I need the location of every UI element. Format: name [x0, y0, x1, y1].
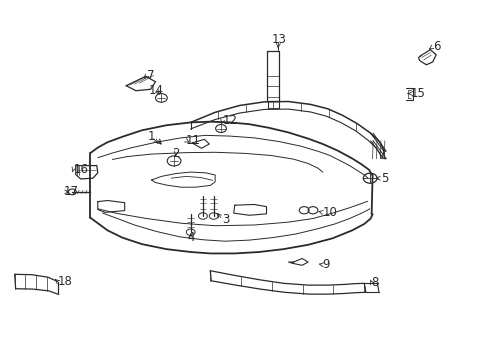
Text: 18: 18	[58, 275, 72, 288]
Text: 14: 14	[149, 84, 163, 96]
Text: 1: 1	[147, 130, 155, 143]
Text: 6: 6	[432, 40, 439, 53]
Text: 10: 10	[322, 206, 337, 219]
Text: 17: 17	[63, 185, 79, 198]
Text: 4: 4	[186, 231, 194, 244]
Text: 8: 8	[371, 276, 378, 289]
Text: 5: 5	[381, 172, 388, 185]
Text: 16: 16	[73, 163, 88, 176]
Text: 3: 3	[222, 213, 229, 226]
Text: 7: 7	[146, 69, 154, 82]
Text: 13: 13	[271, 33, 285, 46]
Text: 9: 9	[322, 258, 329, 271]
Text: 11: 11	[185, 134, 201, 147]
Text: 2: 2	[172, 147, 180, 159]
Text: 15: 15	[410, 87, 425, 100]
Text: 12: 12	[222, 114, 237, 127]
